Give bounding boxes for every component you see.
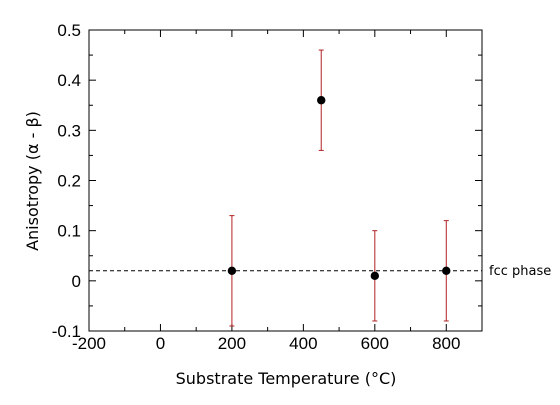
axes: -200 0 200 400 600 800 -0.1 0 0.1 0.2 0.3 0.4 0.5	[52, 21, 483, 353]
data-point	[227, 266, 237, 275]
x-tick-label: -200	[72, 334, 106, 353]
y-tick-label: 0	[72, 272, 81, 291]
x-tick-label: 600	[361, 334, 389, 353]
x-axis-label: Substrate Temperature (°C)	[176, 369, 397, 388]
x-tick-label: 400	[289, 334, 317, 353]
reference-line-label: fcc phase	[489, 264, 551, 279]
data-point	[442, 266, 451, 275]
y-tick-label: 0.2	[57, 172, 81, 191]
y-tick-label: 0.5	[57, 21, 81, 40]
reference-line-group: fcc phase	[89, 264, 551, 279]
y-tick-label: 0.4	[57, 71, 81, 90]
plot-frame	[88, 29, 483, 332]
data-point-group	[442, 220, 451, 322]
data-point	[317, 96, 326, 105]
data-points	[227, 49, 451, 327]
data-point-group	[227, 215, 237, 327]
y-tick-label: 0.1	[57, 222, 81, 241]
data-point-group	[370, 230, 380, 322]
y-tick-label: 0.3	[57, 121, 81, 140]
data-point-group	[317, 49, 326, 151]
y-tick-label: -0.1	[52, 322, 81, 341]
x-tick-label: 200	[218, 334, 246, 353]
x-tick-label: 0	[156, 334, 165, 353]
y-axis-label: Anisotropy (α - β)	[23, 111, 42, 251]
x-tick-label: 800	[432, 334, 460, 353]
data-point	[370, 271, 380, 281]
